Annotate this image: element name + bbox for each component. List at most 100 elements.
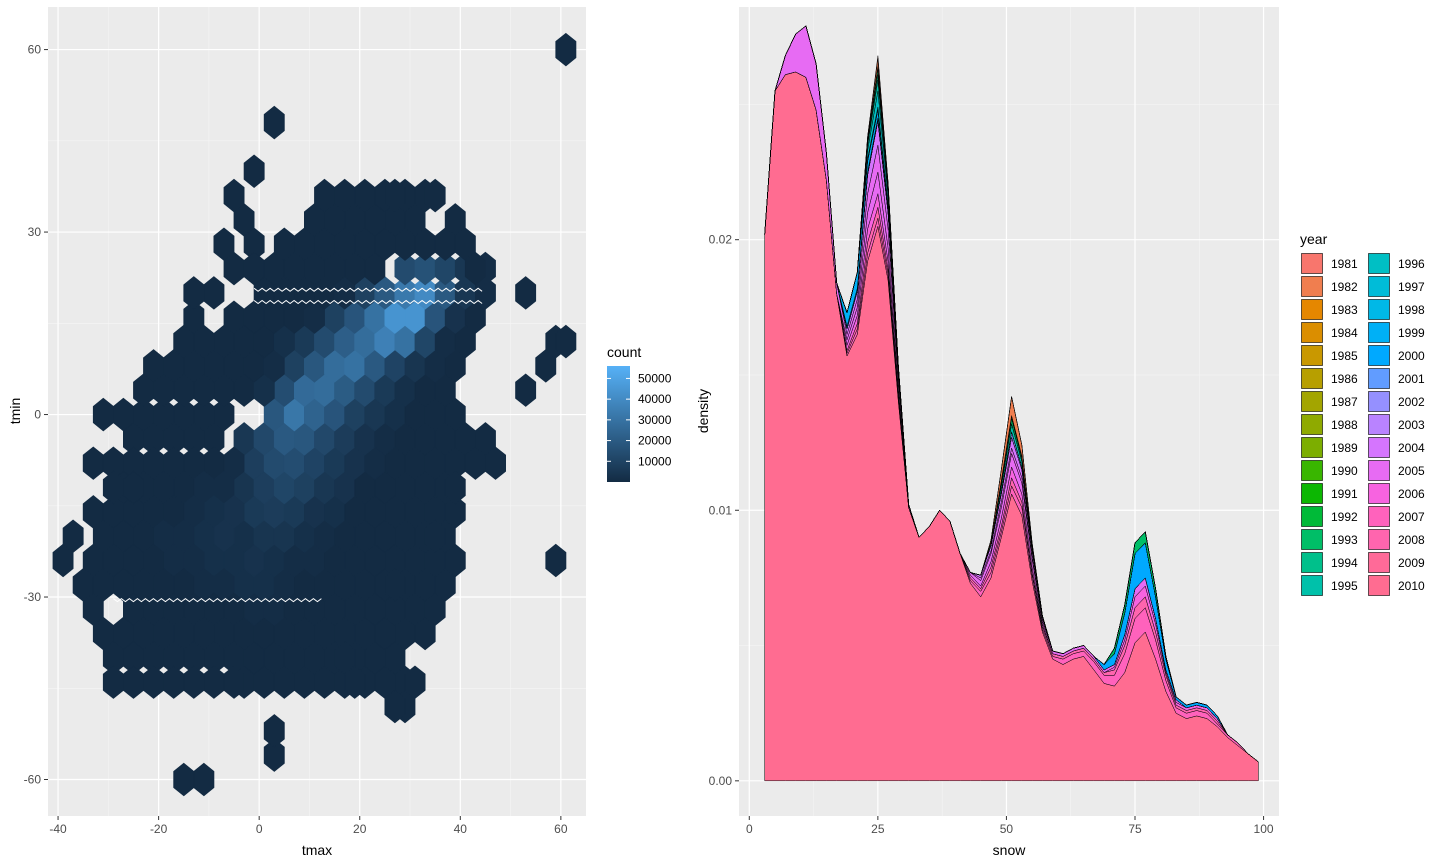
density-y-tick-label: 0.01 — [709, 503, 733, 517]
count-legend-label: 40000 — [638, 392, 672, 406]
hexbin-x-tick-label: 60 — [554, 822, 568, 836]
hex-cell — [464, 251, 486, 286]
year-legend-label: 2001 — [1398, 372, 1425, 386]
hex-cell — [62, 519, 84, 553]
hex-cell — [555, 324, 577, 359]
density-area-1981 — [764, 25, 1259, 763]
year-legend-label: 1988 — [1331, 418, 1358, 432]
hex-cell — [143, 349, 165, 383]
year-legend-swatch — [1301, 552, 1323, 573]
density-y-tick-label: 0.00 — [709, 774, 733, 788]
hexbin-artifact-line — [113, 597, 322, 603]
year-legend-swatch — [1368, 552, 1390, 573]
hex-cell — [183, 300, 205, 334]
density-y-axis-title: density — [695, 389, 711, 433]
year-legend-swatch — [1301, 437, 1323, 458]
hexbin-y-tick-label: 0 — [34, 408, 41, 422]
hexbin-x-axis-title: tmax — [302, 842, 332, 858]
hexbin-x-ticks: -40 -20 0 20 40 60 — [49, 816, 568, 836]
hex-cell — [344, 665, 366, 699]
count-legend: count 10000 20000 30000 40000 50000 — [607, 344, 672, 482]
hex-cell — [424, 519, 446, 553]
year-legend-label: 2005 — [1398, 464, 1425, 478]
year-legend-label: 1983 — [1331, 303, 1358, 317]
year-legend-label: 1984 — [1331, 326, 1358, 340]
year-legend-label: 2004 — [1398, 441, 1425, 455]
hex-cell — [384, 689, 406, 724]
hex-cell — [384, 568, 406, 602]
year-legend-swatch — [1301, 299, 1323, 320]
hexbin-y-tick-label: 30 — [28, 225, 42, 239]
count-legend-label: 10000 — [638, 454, 672, 468]
year-legend-label: 2003 — [1398, 418, 1425, 432]
year-legend-swatch — [1301, 529, 1323, 550]
density-y-tick-label: 0.02 — [709, 233, 733, 247]
year-legend-label: 1986 — [1331, 372, 1358, 386]
year-legend-label: 1999 — [1398, 326, 1425, 340]
hex-cell — [263, 714, 285, 748]
year-legend-entries: 1981 1982 1983 1984 1985 1986 1987 1988 1989 1990… — [1301, 253, 1425, 596]
density-x-tick-label: 0 — [746, 822, 753, 836]
year-legend-label: 1990 — [1331, 464, 1358, 478]
hexbin-y-axis-title: tmin — [7, 398, 23, 424]
hex-cell — [82, 446, 104, 480]
year-legend-label: 2010 — [1398, 579, 1425, 593]
hex-cell — [243, 251, 265, 286]
density-x-tick-label: 75 — [1128, 822, 1142, 836]
year-legend-swatch — [1368, 414, 1390, 435]
year-legend-swatch — [1301, 460, 1323, 481]
hexbin-x-tick-label: 40 — [454, 822, 468, 836]
year-legend-swatch — [1368, 276, 1390, 297]
hex-cell — [263, 738, 285, 772]
hex-cell — [555, 32, 577, 67]
year-legend-label: 1992 — [1331, 510, 1358, 524]
year-legend-swatch — [1301, 575, 1323, 596]
hex-cell — [223, 300, 245, 334]
density-y-ticks: 0.00 0.01 0.02 — [709, 233, 739, 788]
hex-cell — [404, 665, 426, 699]
hex-cell — [484, 446, 507, 480]
year-legend-swatch — [1368, 345, 1390, 366]
hex-cell — [92, 397, 114, 432]
year-legend-label: 1995 — [1331, 579, 1358, 593]
year-legend-label: 2006 — [1398, 487, 1425, 501]
hexbin-x-tick-label: 20 — [353, 822, 367, 836]
count-legend-label: 20000 — [638, 434, 672, 448]
hexbin-artifact-lines — [113, 287, 483, 603]
density-x-tick-label: 25 — [871, 822, 885, 836]
count-legend-title: count — [607, 344, 641, 360]
density-areas — [764, 25, 1259, 782]
count-legend-ticks: 10000 20000 30000 40000 50000 — [607, 371, 672, 468]
year-legend-label: 1993 — [1331, 533, 1358, 547]
year-legend-swatch — [1301, 414, 1323, 435]
year-legend-swatch — [1301, 322, 1323, 343]
hex-cell — [424, 178, 446, 213]
year-legend-label: 1989 — [1331, 441, 1358, 455]
year-legend-swatch — [1368, 253, 1390, 274]
hex-cell — [203, 276, 225, 310]
hex-cell — [263, 105, 285, 140]
density-panel: 0 25 50 75 100 0.00 0.01 0.02 snow density — [695, 7, 1279, 858]
year-legend-swatch — [1368, 368, 1390, 389]
hex-cell — [515, 276, 537, 310]
hex-cell — [384, 178, 406, 213]
year-legend-swatch — [1368, 506, 1390, 527]
hex-cell — [213, 227, 235, 261]
year-legend-swatch — [1368, 529, 1390, 550]
year-legend-swatch — [1368, 437, 1390, 458]
year-legend-label: 1981 — [1331, 257, 1358, 271]
hexbin-y-tick-label: 60 — [28, 43, 42, 57]
year-legend-label: 2000 — [1398, 349, 1425, 363]
hexbin-x-tick-label: 0 — [256, 822, 263, 836]
hex-cell — [123, 470, 144, 505]
year-legend-label: 1982 — [1331, 280, 1358, 294]
year-legend-title: year — [1300, 231, 1328, 247]
year-legend-label: 1996 — [1398, 257, 1425, 271]
hex-cell — [545, 543, 567, 578]
hexbin-cells — [52, 32, 577, 797]
year-legend-swatch — [1368, 460, 1390, 481]
year-legend-swatch — [1368, 391, 1390, 412]
hexbin-artifact-line — [253, 287, 483, 292]
hex-cell — [72, 568, 94, 602]
